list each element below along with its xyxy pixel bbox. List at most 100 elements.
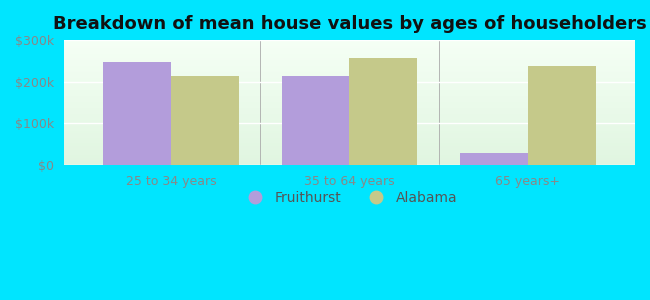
Bar (64, 70, 635, 71)
Bar (64, 71, 635, 72)
Bar (64, 139, 635, 140)
Bar (64, 103, 635, 104)
Bar (64, 41, 635, 42)
Legend: Fruithurst, Alabama: Fruithurst, Alabama (236, 185, 463, 210)
Bar (64, 126, 635, 127)
Bar (64, 93, 635, 94)
Bar (64, 45, 635, 46)
Bar (64, 164, 635, 165)
Bar (64, 128, 635, 129)
Bar (64, 64, 635, 65)
Bar (64, 75, 635, 76)
Bar (64, 102, 635, 103)
Bar (64, 101, 635, 102)
Bar (64, 135, 635, 136)
Bar (64, 68, 635, 69)
Bar (64, 51, 635, 52)
Bar (64, 52, 635, 53)
Bar (64, 134, 635, 135)
Bar (64, 120, 635, 121)
Bar (64, 58, 635, 59)
Bar (64, 46, 635, 47)
Bar (64, 60, 635, 61)
Bar (64, 143, 635, 144)
Bar (64, 88, 635, 89)
Bar (64, 42, 635, 43)
Bar (64, 161, 635, 162)
Bar (64, 137, 635, 138)
Bar (64, 132, 635, 133)
Bar (64, 149, 635, 150)
Bar (64, 54, 635, 55)
Bar (64, 98, 635, 99)
Bar (64, 163, 635, 164)
Bar (64, 56, 635, 57)
Bar (64, 49, 635, 50)
Bar (64, 108, 635, 109)
Bar (64, 159, 635, 160)
Bar (64, 94, 635, 95)
Bar (64, 158, 635, 159)
Bar (64, 144, 635, 145)
Bar (64, 153, 635, 154)
Bar (64, 147, 635, 148)
Bar (64, 111, 635, 112)
Bar (64, 65, 635, 66)
Bar (64, 62, 635, 63)
Bar (64, 73, 635, 74)
Bar (64, 69, 635, 70)
Bar (64, 152, 635, 153)
Bar (528, 66, 596, 165)
Bar (64, 121, 635, 122)
Bar (64, 122, 635, 123)
Bar (64, 57, 635, 58)
Bar (64, 140, 635, 141)
Bar (64, 66, 635, 67)
Bar (64, 90, 635, 91)
Bar (64, 110, 635, 111)
Bar (64, 86, 635, 87)
Bar (64, 78, 635, 79)
Bar (64, 142, 635, 143)
Bar (64, 116, 635, 117)
Bar (64, 61, 635, 62)
Bar (64, 146, 635, 147)
Bar (64, 151, 635, 152)
Bar (64, 77, 635, 78)
Bar (64, 129, 635, 130)
Bar (460, 153, 528, 165)
Bar (64, 148, 635, 149)
Bar (64, 81, 635, 82)
Bar (64, 83, 635, 84)
Bar (64, 156, 635, 157)
Bar (64, 160, 635, 161)
Bar (64, 74, 635, 75)
Bar (64, 113, 635, 114)
Bar (64, 130, 635, 131)
Bar (64, 150, 635, 151)
Bar (64, 40, 635, 41)
Bar (64, 91, 635, 92)
Bar (64, 114, 635, 115)
Bar (64, 131, 635, 132)
Bar (64, 67, 635, 68)
Bar (64, 97, 635, 98)
Bar (64, 87, 635, 88)
Bar (64, 115, 635, 116)
Bar (64, 89, 635, 90)
Bar (171, 76, 239, 165)
Bar (64, 112, 635, 113)
Bar (64, 162, 635, 163)
Bar (64, 123, 635, 124)
Bar (64, 96, 635, 97)
Bar (64, 76, 635, 77)
Bar (64, 124, 635, 125)
Bar (64, 92, 635, 93)
Bar (64, 72, 635, 73)
Bar (64, 106, 635, 107)
Bar (64, 119, 635, 120)
Bar (64, 145, 635, 146)
Bar (64, 53, 635, 54)
Bar (64, 48, 635, 49)
Bar (350, 58, 417, 165)
